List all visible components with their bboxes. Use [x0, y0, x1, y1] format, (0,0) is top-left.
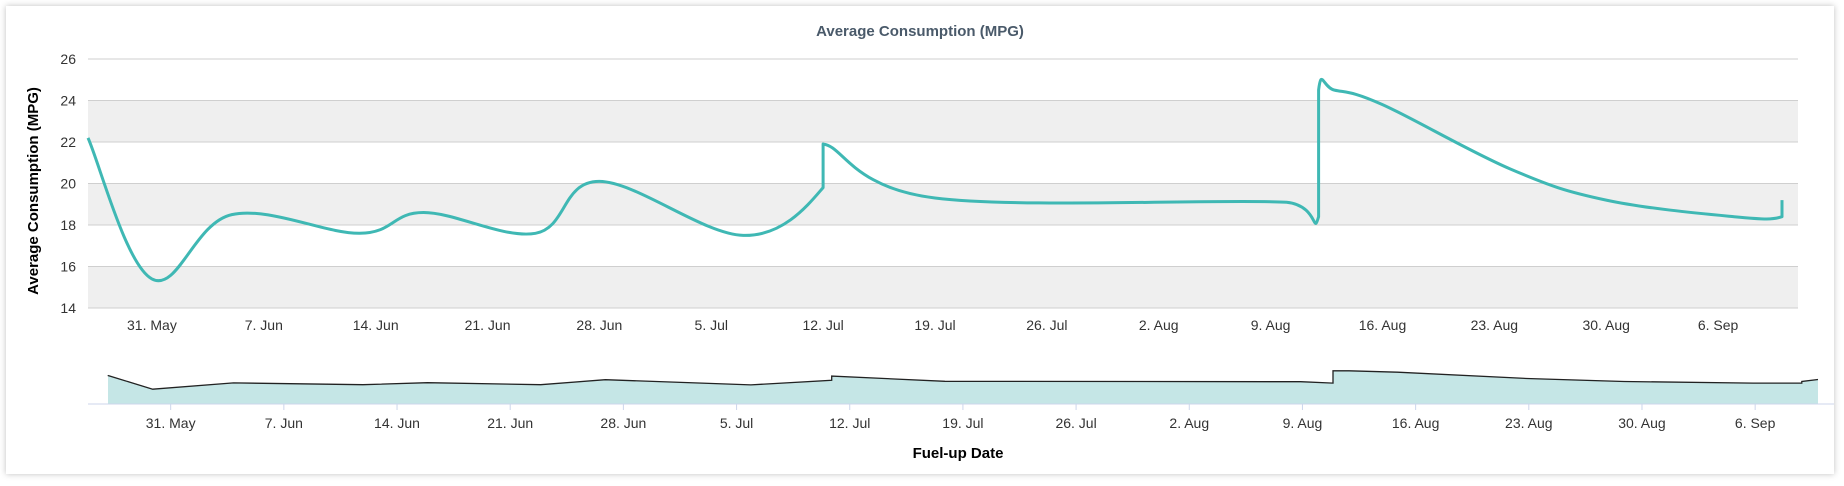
x-tick-label: 19. Jul: [914, 317, 955, 333]
plot-band: [88, 183, 1798, 225]
x-tick-label: 7. Jun: [245, 317, 283, 333]
navigator-tick-label: 12. Jul: [829, 415, 870, 431]
navigator-tick-labels: 31. May 7. Jun 14. Jun 21. Jun 28. Jun 5. Jul…: [146, 404, 1776, 431]
y-tick-label: 22: [60, 134, 76, 150]
y-axis-title: Average Consumption (MPG): [25, 87, 42, 295]
x-tick-label: 16. Aug: [1359, 317, 1407, 333]
x-axis-title: Fuel-up Date: [913, 445, 1004, 462]
x-tick-label: 31. May: [127, 317, 177, 333]
series-line[interactable]: [86, 77, 1784, 283]
x-tick-label: 5. Jul: [695, 317, 728, 333]
y-tick-label: 18: [60, 217, 76, 233]
x-tick-label: 12. Jul: [803, 317, 844, 333]
navigator-tick-label: 30. Aug: [1618, 415, 1666, 431]
x-tick-label: 23. Aug: [1471, 317, 1519, 333]
navigator-tick-label: 14. Jun: [374, 415, 420, 431]
navigator-tick-label: 28. Jun: [600, 415, 646, 431]
y-tick-label: 26: [60, 51, 76, 67]
x-tick-label: 2. Aug: [1139, 317, 1179, 333]
y-tick-label: 24: [60, 93, 76, 109]
chart-card: Average Consumption (MPG) 14 16 18 20 22 24 26…: [6, 6, 1836, 474]
navigator-tick-label: 6. Sep: [1735, 415, 1776, 431]
navigator-tick-label: 19. Jul: [942, 415, 983, 431]
navigator-tick-label: 2. Aug: [1169, 415, 1209, 431]
x-tick-label: 30. Aug: [1582, 317, 1630, 333]
navigator-line: [107, 370, 1819, 390]
x-tick-label: 21. Jun: [465, 317, 511, 333]
navigator-tick-label: 23. Aug: [1505, 415, 1553, 431]
chart-title: Average Consumption (MPG): [816, 23, 1024, 40]
y-tick-labels: 14 16 18 20 22 24 26: [60, 51, 76, 316]
chart-svg: Average Consumption (MPG) 14 16 18 20 22 24 26…: [25, 23, 1836, 462]
navigator-area: [108, 370, 1818, 404]
x-tick-label: 14. Jun: [353, 317, 399, 333]
plot-bands: [88, 100, 1798, 308]
navigator-tick-label: 21. Jun: [487, 415, 533, 431]
x-tick-label: 28. Jun: [576, 317, 622, 333]
x-tick-label: 6. Sep: [1698, 317, 1739, 333]
navigator-tick-label: 9. Aug: [1283, 415, 1323, 431]
x-tick-label: 9. Aug: [1251, 317, 1291, 333]
navigator-tick-label: 7. Jun: [265, 415, 303, 431]
plot-band: [88, 100, 1798, 142]
y-tick-label: 16: [60, 259, 76, 275]
grid-lines: [88, 58, 1798, 309]
navigator-tick-label: 31. May: [146, 415, 196, 431]
x-tick-labels: 31. May 7. Jun 14. Jun 21. Jun 28. Jun 5. Jul…: [127, 317, 1739, 333]
y-tick-label: 20: [60, 176, 76, 192]
y-tick-label: 14: [60, 300, 76, 316]
navigator[interactable]: 31. May 7. Jun 14. Jun 21. Jun 28. Jun 5. Jul…: [88, 370, 1836, 431]
x-tick-label: 26. Jul: [1026, 317, 1067, 333]
plot-band: [88, 266, 1798, 308]
navigator-tick-label: 5. Jul: [720, 415, 753, 431]
navigator-tick-label: 26. Jul: [1055, 415, 1096, 431]
navigator-tick-label: 16. Aug: [1392, 415, 1440, 431]
